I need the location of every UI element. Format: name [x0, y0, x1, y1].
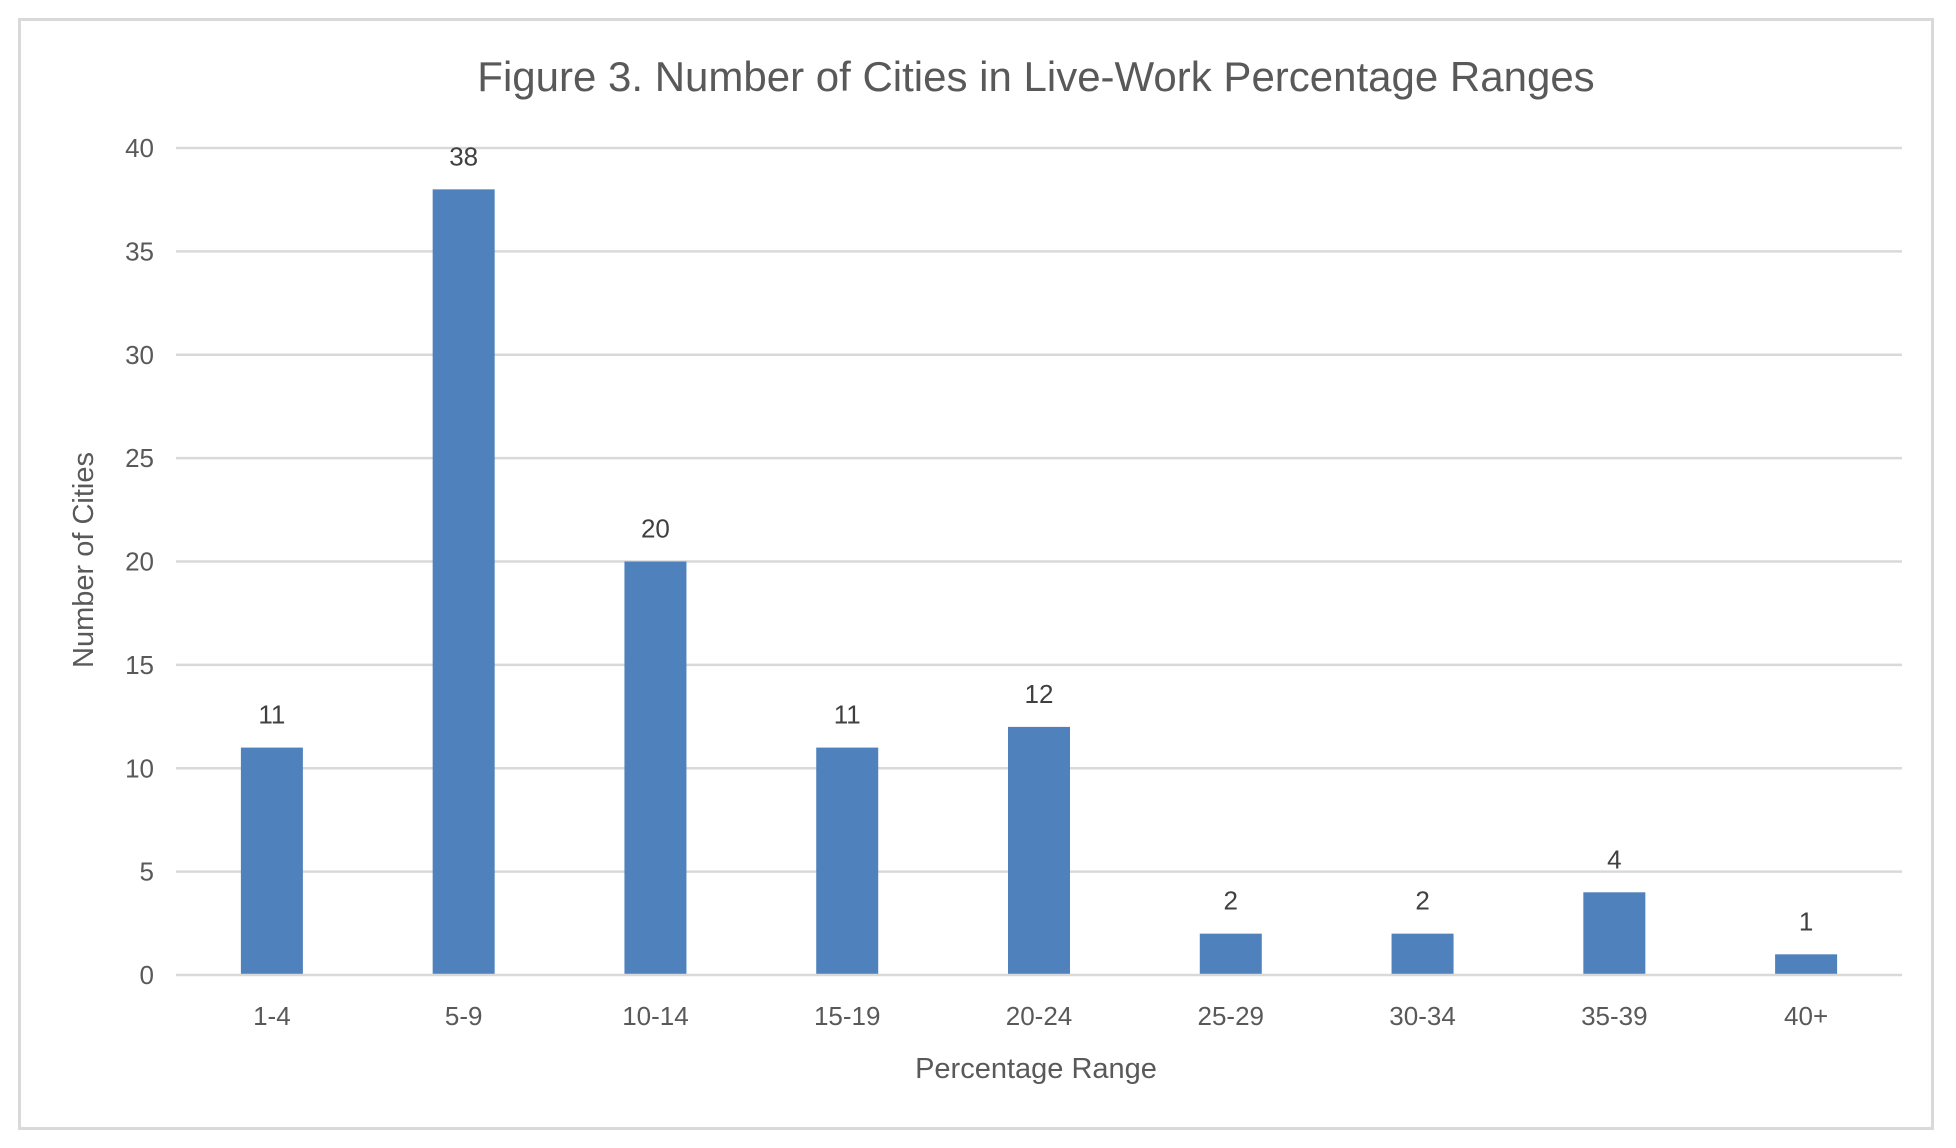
bar — [624, 561, 687, 975]
y-tick-label: 10 — [125, 753, 154, 783]
x-tick-label: 10-14 — [622, 1001, 689, 1031]
bar — [432, 189, 495, 976]
data-label: 20 — [641, 514, 670, 544]
bar — [1199, 933, 1262, 975]
x-tick-label: 5-9 — [445, 1001, 483, 1031]
bar — [1008, 726, 1070, 975]
bar — [1775, 954, 1838, 975]
x-axis-title: Percentage Range — [915, 1053, 1157, 1085]
y-tick-label: 0 — [140, 960, 154, 990]
y-tick-label: 40 — [125, 133, 154, 163]
x-tick-label: 25-29 — [1198, 1001, 1265, 1031]
x-tick-label: 20-24 — [1006, 1001, 1073, 1031]
bar — [1583, 892, 1646, 975]
data-label: 11 — [258, 700, 285, 730]
data-label: 4 — [1607, 844, 1621, 874]
data-label: 1 — [1799, 906, 1813, 936]
data-labels: 11 38 20 11 12 2 2 4 1 — [258, 141, 1813, 936]
y-tick-label: 25 — [125, 443, 154, 473]
x-tick-label: 15-19 — [814, 1001, 881, 1031]
y-tick-label: 35 — [125, 236, 154, 266]
bar — [1391, 933, 1454, 975]
x-tick-label: 1-4 — [253, 1001, 291, 1031]
y-axis-ticks: 0 5 10 15 20 25 30 35 40 — [125, 133, 154, 990]
chart-title: Figure 3. Number of Cities in Live-Work … — [477, 53, 1594, 100]
data-label: 2 — [1415, 886, 1429, 916]
y-tick-label: 5 — [140, 857, 154, 887]
y-axis-title: Number of Cities — [68, 452, 100, 668]
x-tick-label: 40+ — [1784, 1001, 1828, 1031]
data-label: 12 — [1025, 679, 1054, 709]
x-tick-label: 30-34 — [1389, 1001, 1456, 1031]
x-tick-label: 35-39 — [1581, 1001, 1648, 1031]
data-label: 38 — [449, 141, 478, 171]
y-tick-label: 15 — [125, 650, 154, 680]
data-label: 11 — [834, 700, 861, 730]
bar — [816, 747, 879, 975]
data-label: 2 — [1224, 886, 1238, 916]
bar — [240, 747, 303, 975]
y-tick-label: 30 — [125, 340, 154, 370]
x-axis-ticks: 1-4 5-9 10-14 15-19 20-24 25-29 30-34 35-39 40+ — [253, 1001, 1828, 1031]
y-tick-label: 20 — [125, 547, 154, 577]
bars — [240, 189, 1838, 976]
